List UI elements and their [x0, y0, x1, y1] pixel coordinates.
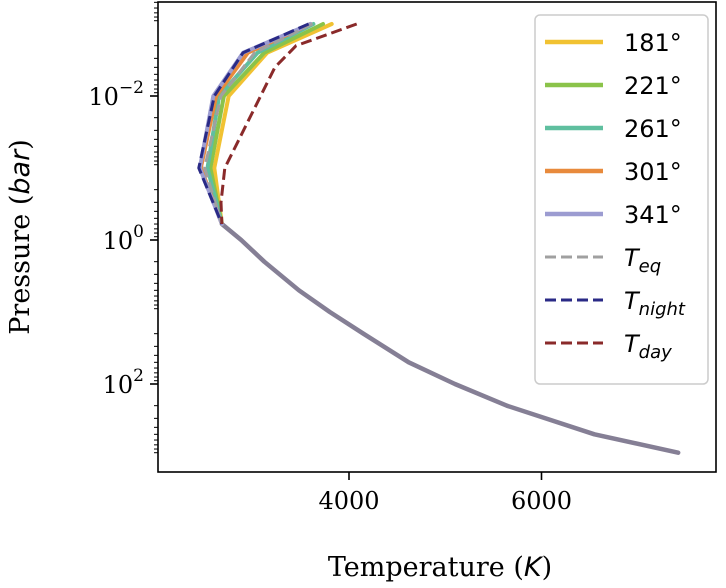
- legend-label-main: T: [624, 287, 641, 315]
- legend-label-8: Tday: [624, 330, 672, 363]
- legend-label-5: 341°: [624, 201, 682, 229]
- x-tick-label: 4000: [318, 487, 379, 515]
- series-line-1: [212, 22, 334, 226]
- legend-label-3: 261°: [624, 115, 682, 143]
- legend-label-4: 301°: [624, 158, 682, 186]
- legend-box: [534, 14, 709, 385]
- x-axis-label-close: ): [542, 552, 553, 583]
- y-tick-label: 102: [103, 366, 144, 399]
- y-tick-label: 10−2: [88, 78, 144, 111]
- legend-label-6: Teq: [624, 244, 661, 277]
- y-tick-base: 10: [103, 227, 134, 255]
- x-axis-label: Temperature (K): [328, 552, 552, 583]
- legend-label-subscript: eq: [639, 256, 662, 277]
- y-tick-exponent: 0: [133, 222, 144, 242]
- legend-label-1: 181°: [624, 29, 682, 57]
- y-tick-exponent: 2: [133, 366, 144, 386]
- y-axis-label-close: ): [5, 139, 36, 150]
- lines-group: [197, 22, 681, 455]
- y-tick-exponent: −2: [119, 78, 144, 98]
- legend-label-main: 261°: [624, 115, 682, 143]
- series-line-7: [197, 22, 310, 225]
- series-line-8: [219, 22, 358, 225]
- deep-profile-line: [219, 221, 681, 455]
- legend-label-7: Tnight: [624, 287, 686, 320]
- legend-label-2: 221°: [624, 72, 682, 100]
- legend-label-main: 181°: [624, 29, 682, 57]
- y-tick-label: 100: [103, 222, 144, 255]
- legend-label-main: 301°: [624, 158, 682, 186]
- legend-label-subscript: night: [639, 299, 686, 320]
- y-tick-base: 10: [88, 83, 119, 111]
- y-axis-label-var: bar: [5, 148, 36, 195]
- x-ticks: 4000 6000: [318, 472, 572, 515]
- x-tick-label: 6000: [511, 487, 572, 515]
- series-line-6: [203, 22, 314, 225]
- legend-label-main: T: [624, 244, 641, 272]
- legend-label-main: T: [624, 330, 641, 358]
- x-axis-label-main: Temperature (: [328, 552, 524, 583]
- y-axis-label-main: Pressure (: [5, 195, 36, 335]
- legend-label-main: 341°: [624, 201, 682, 229]
- legend-label-main: 221°: [624, 72, 682, 100]
- y-axis-label: Pressure (bar): [5, 139, 36, 335]
- x-axis-label-var: K: [524, 552, 544, 583]
- y-tick-base: 10: [103, 371, 134, 399]
- legend-label-subscript: day: [639, 342, 672, 363]
